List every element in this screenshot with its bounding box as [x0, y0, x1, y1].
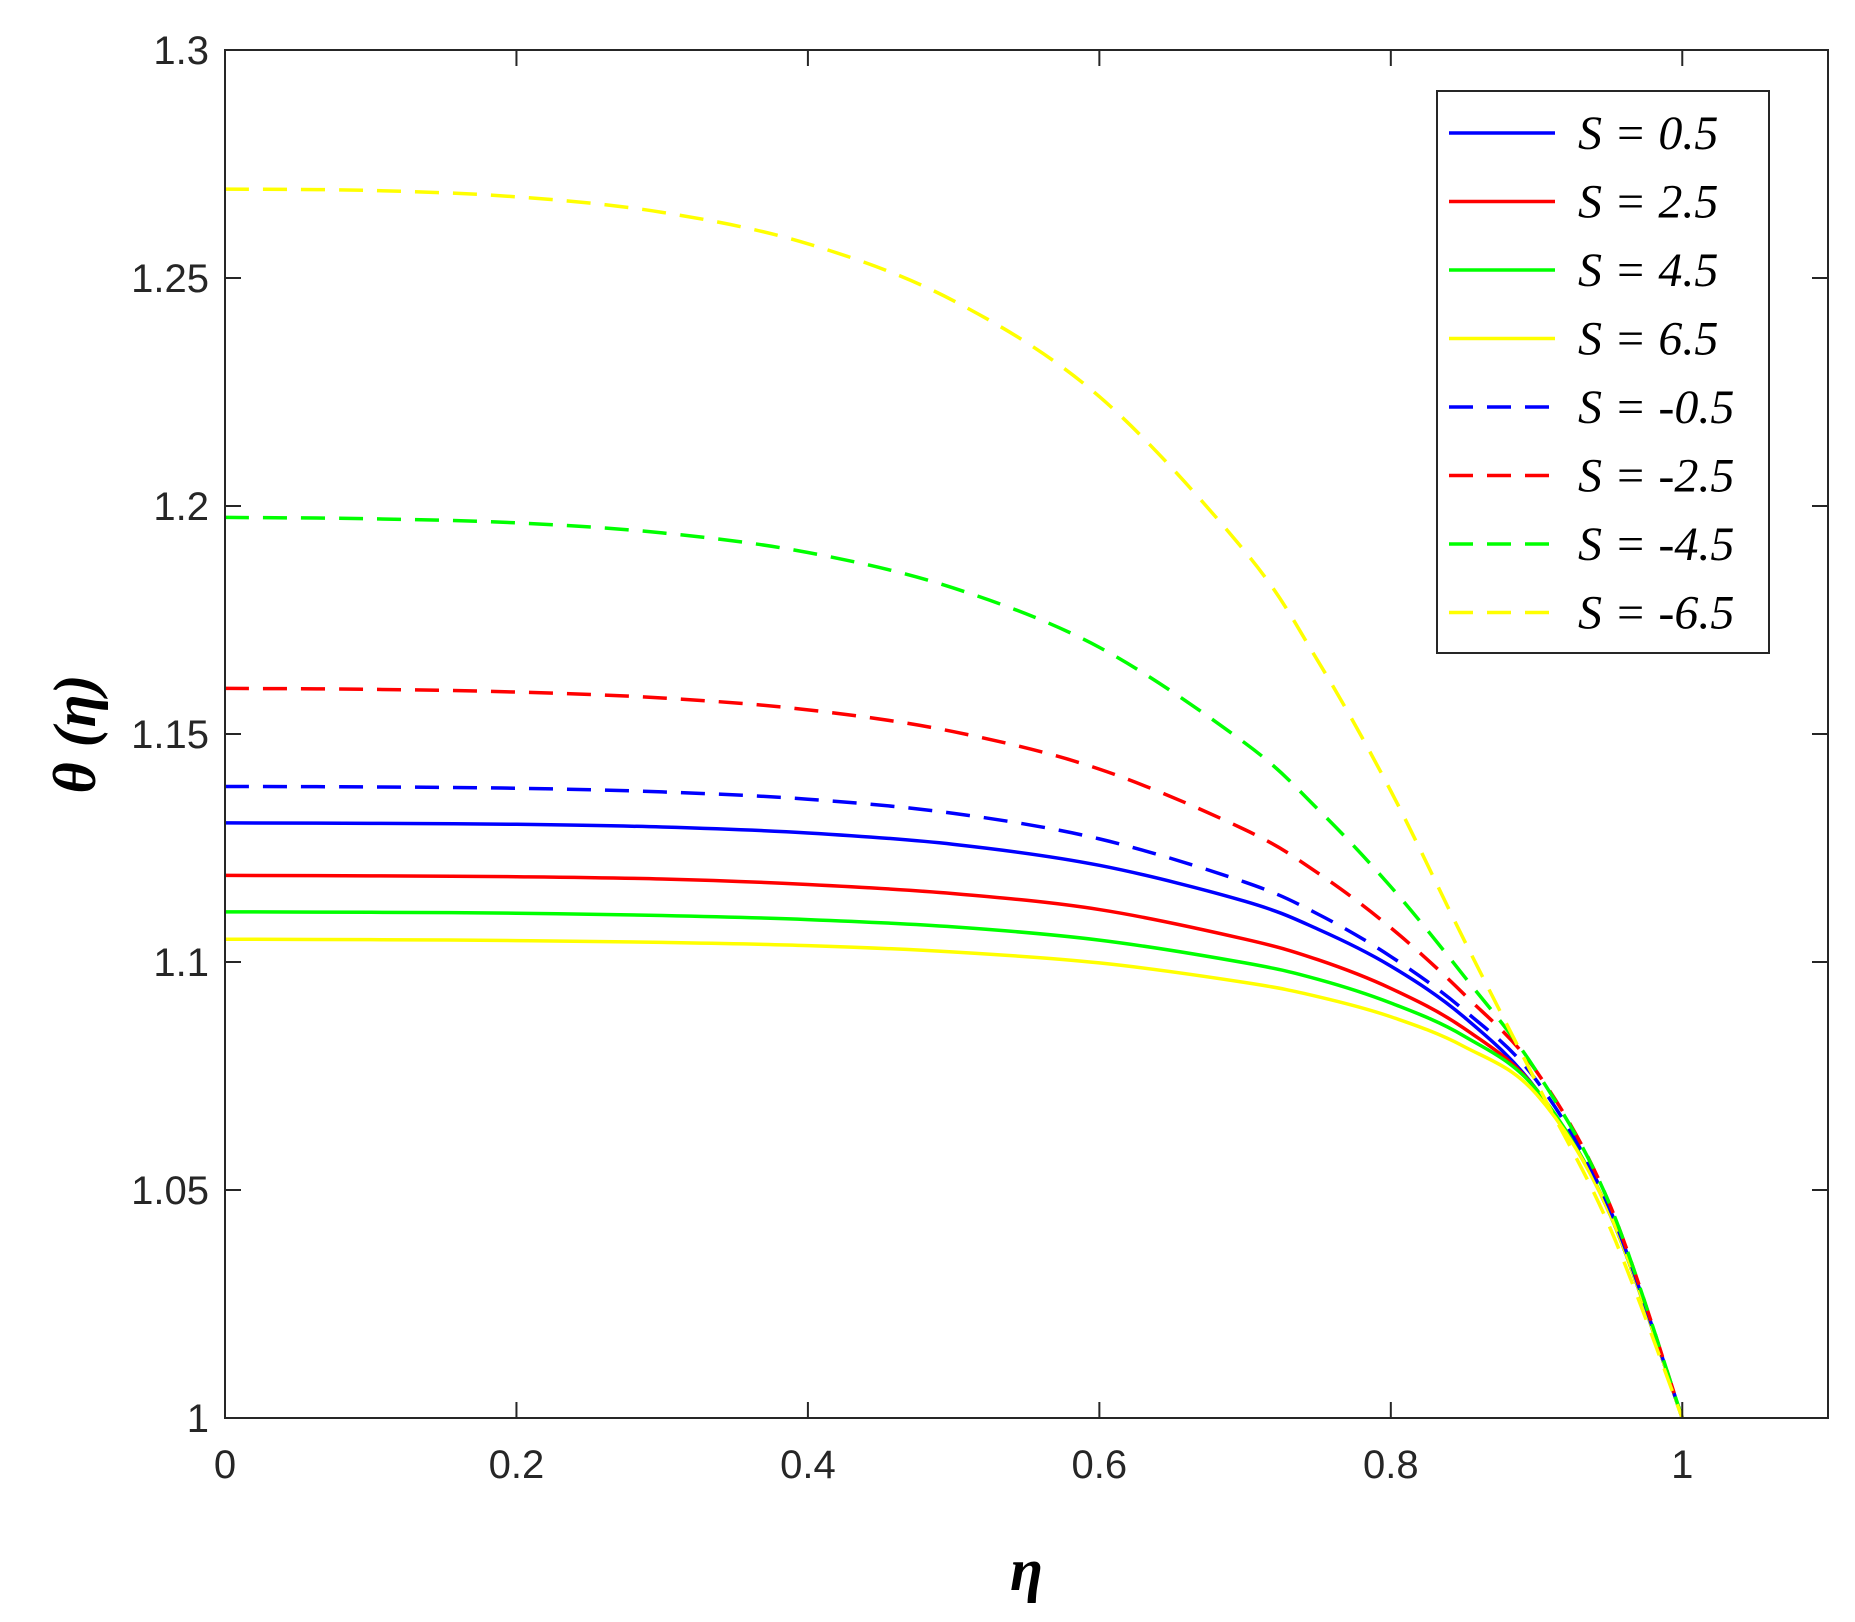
legend-box	[1436, 90, 1770, 654]
series-layer	[224, 187, 1684, 1419]
x-tick-label: 0.8	[1363, 1443, 1419, 1487]
legend-entry: S = -4.5	[1578, 518, 1734, 571]
legend-entry: S = 4.5	[1578, 244, 1718, 297]
series-line-8	[224, 187, 1684, 1419]
x-axis-label: η	[1010, 1537, 1043, 1603]
x-tick-label: 0	[214, 1443, 236, 1487]
ticks-layer: 0 0.2 0.4 0.6 0.8 1 1 1.05 1.1 1.15 1.2 1.25 1.3	[131, 29, 1828, 1487]
series-line-5	[224, 784, 1684, 1419]
y-tick-label: 1.25	[131, 257, 209, 301]
legend-entry: S = -0.5	[1578, 381, 1734, 434]
series-line-4	[224, 937, 1684, 1419]
legend-entry: S = -2.5	[1578, 450, 1734, 503]
y-tick-label: 1	[187, 1397, 209, 1441]
y-tick-label: 1.05	[131, 1169, 209, 1213]
y-axis-label: θ (η)	[42, 674, 108, 793]
series-line-3	[224, 910, 1684, 1419]
series-line-6	[224, 686, 1684, 1419]
y-tick-label: 1.15	[131, 713, 209, 757]
legend-entry: S = 6.5	[1578, 313, 1718, 366]
y-tick-label: 1.2	[153, 485, 209, 529]
x-tick-label: 0.4	[780, 1443, 836, 1487]
legend-entry: S = -6.5	[1578, 587, 1734, 640]
legend-entry: S = 0.5	[1578, 107, 1718, 160]
y-tick-label: 1.3	[153, 29, 209, 73]
x-tick-label: 0.6	[1072, 1443, 1128, 1487]
y-tick-label: 1.1	[153, 941, 209, 985]
legend-entry: S = 2.5	[1578, 176, 1718, 229]
x-tick-label: 0.2	[489, 1443, 545, 1487]
x-tick-label: 1	[1671, 1443, 1693, 1487]
legend: S = 0.5 S = 2.5 S = 4.5 S = 6.5 S = -0.5 S = …	[1436, 90, 1770, 654]
